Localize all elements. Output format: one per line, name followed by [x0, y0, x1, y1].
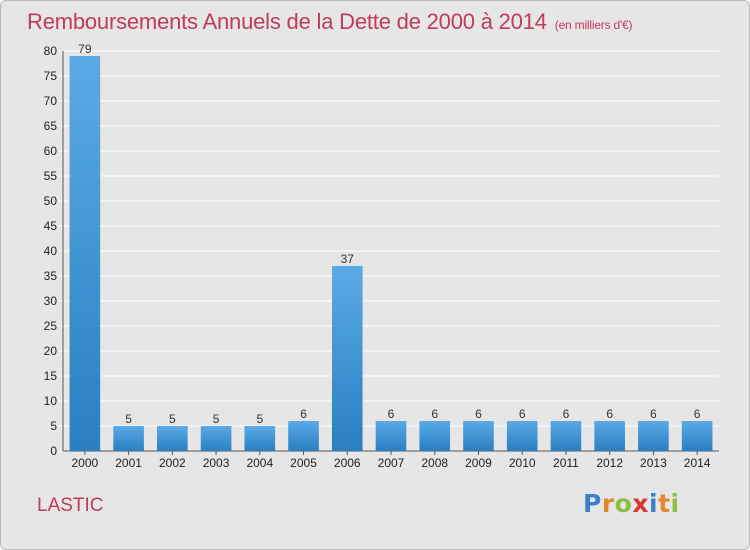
y-tick-label: 35 [44, 269, 58, 283]
bar-value-label: 6 [300, 407, 307, 421]
chart-title: Remboursements Annuels de la Dette de 20… [27, 9, 633, 35]
bar-value-label: 6 [519, 407, 526, 421]
bar [594, 421, 625, 451]
bar [419, 421, 451, 451]
x-tick-label: 2003 [203, 456, 230, 470]
x-tick-label: 2004 [246, 456, 273, 470]
x-tick-label: 2011 [553, 456, 579, 470]
bar-value-label: 6 [431, 407, 438, 421]
y-tick-label: 50 [44, 194, 58, 208]
bar-value-label: 6 [388, 407, 395, 421]
bar-value-label: 5 [125, 412, 132, 426]
x-tick-label: 2001 [115, 456, 142, 470]
y-tick-label: 25 [44, 319, 58, 333]
bar-value-label: 6 [475, 407, 482, 421]
x-tick-label: 2008 [421, 456, 448, 470]
bar [375, 421, 407, 451]
y-tick-label: 80 [44, 44, 58, 58]
y-tick-label: 30 [44, 294, 58, 308]
x-tick-label: 2009 [465, 456, 492, 470]
y-tick-label: 70 [44, 94, 58, 108]
chart-title-text: Remboursements Annuels de la Dette de 20… [27, 9, 547, 34]
bar-value-label: 6 [650, 407, 657, 421]
bar [331, 266, 363, 451]
x-tick-label: 2013 [640, 456, 667, 470]
x-tick-label: 2014 [684, 456, 711, 470]
bar-value-label: 79 [78, 42, 92, 56]
y-tick-label: 0 [50, 444, 57, 458]
bar [681, 421, 713, 451]
y-tick-label: 75 [44, 69, 58, 83]
bar-value-label: 6 [606, 407, 613, 421]
bar-value-label: 5 [213, 412, 220, 426]
y-tick-label: 5 [50, 419, 57, 433]
x-tick-label: 2000 [72, 456, 99, 470]
bar [244, 426, 276, 451]
y-tick-label: 55 [44, 169, 58, 183]
x-tick-label: 2010 [509, 456, 536, 470]
bar [288, 421, 319, 451]
y-tick-label: 15 [44, 369, 58, 383]
bar [69, 56, 101, 451]
x-tick-label: 2007 [378, 456, 405, 470]
bar-value-label: 5 [169, 412, 176, 426]
bar [463, 421, 494, 451]
proxiti-logo: Proxiti [583, 489, 680, 518]
bar [157, 426, 188, 451]
bar [200, 426, 232, 451]
x-tick-label: 2012 [596, 456, 623, 470]
chart-unit: (en milliers d'€) [554, 18, 633, 32]
y-tick-label: 60 [44, 144, 58, 158]
x-tick-label: 2002 [159, 456, 186, 470]
y-tick-label: 10 [44, 394, 58, 408]
bar-value-label: 5 [256, 412, 263, 426]
bar [550, 421, 582, 451]
y-tick-label: 40 [44, 244, 58, 258]
y-tick-label: 65 [44, 119, 58, 133]
bar [506, 421, 538, 451]
bar [638, 421, 669, 451]
y-tick-label: 20 [44, 344, 58, 358]
bar-value-label: 6 [694, 407, 701, 421]
x-tick-label: 2005 [290, 456, 317, 470]
bar-value-label: 6 [563, 407, 570, 421]
x-tick-label: 2006 [334, 456, 361, 470]
commune-name: LASTIC [37, 495, 104, 516]
y-tick-label: 45 [44, 219, 58, 233]
bar [113, 426, 144, 451]
bar-value-label: 37 [341, 252, 355, 266]
